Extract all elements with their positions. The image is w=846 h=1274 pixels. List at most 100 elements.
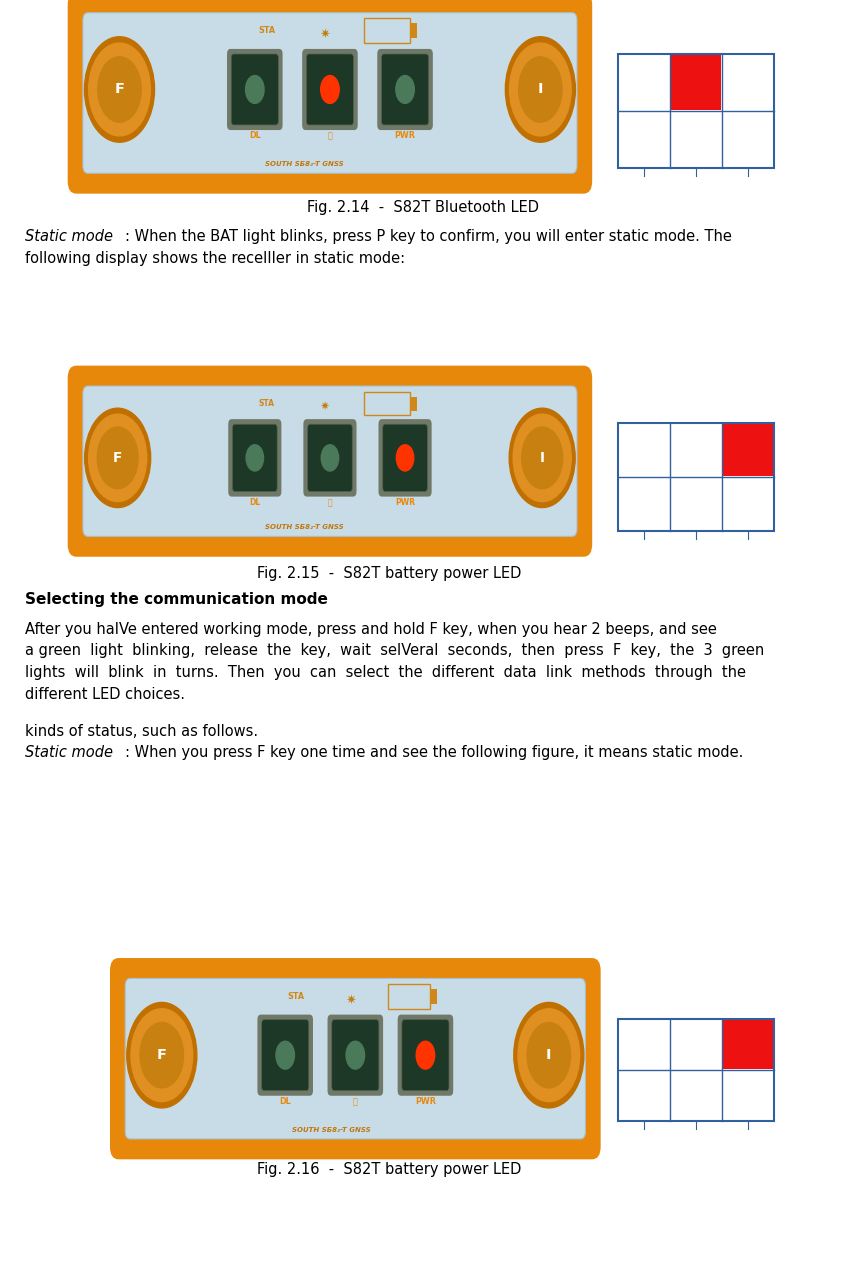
Text: STA: STA xyxy=(288,991,305,1001)
FancyBboxPatch shape xyxy=(382,424,427,492)
Text: STA: STA xyxy=(258,25,275,36)
Text: Fig. 2.14  -  S82T Bluetooth LED: Fig. 2.14 - S82T Bluetooth LED xyxy=(307,200,539,215)
FancyBboxPatch shape xyxy=(261,1019,309,1091)
Bar xyxy=(410,23,417,38)
Bar xyxy=(618,423,774,531)
Text: DL: DL xyxy=(249,131,261,140)
Text: After you haIVe entered working mode, press and hold F key, when you hear 2 beep: After you haIVe entered working mode, pr… xyxy=(25,622,717,637)
Bar xyxy=(722,424,773,476)
Text: different LED choices.: different LED choices. xyxy=(25,687,185,702)
Text: DL: DL xyxy=(279,1097,291,1106)
Circle shape xyxy=(85,37,155,143)
Text: PWR: PWR xyxy=(394,131,415,140)
Text: Ⓜ: Ⓜ xyxy=(327,131,332,140)
FancyBboxPatch shape xyxy=(398,1014,453,1096)
Circle shape xyxy=(509,43,571,136)
Bar xyxy=(365,18,410,43)
Circle shape xyxy=(505,37,575,143)
Circle shape xyxy=(346,1041,365,1069)
Text: PWR: PWR xyxy=(415,1097,436,1106)
Circle shape xyxy=(519,57,562,122)
Circle shape xyxy=(131,1009,193,1102)
Text: Selecting the communication mode: Selecting the communication mode xyxy=(25,592,328,608)
Text: : When the BAT light blinks, press P key to confirm, you will enter static mode.: : When the BAT light blinks, press P key… xyxy=(125,229,732,245)
Text: F: F xyxy=(157,1049,167,1063)
Circle shape xyxy=(416,1041,435,1069)
Circle shape xyxy=(98,57,141,122)
Text: PWR: PWR xyxy=(395,498,415,507)
FancyBboxPatch shape xyxy=(83,386,577,536)
FancyBboxPatch shape xyxy=(377,48,433,130)
Text: Static mode: Static mode xyxy=(25,745,113,761)
Circle shape xyxy=(397,445,414,471)
FancyBboxPatch shape xyxy=(231,54,278,125)
Bar xyxy=(618,54,774,168)
Text: I: I xyxy=(546,1049,552,1063)
Text: Fig. 2.16  -  S82T battery power LED: Fig. 2.16 - S82T battery power LED xyxy=(257,1162,521,1177)
Text: F: F xyxy=(113,451,123,465)
Text: Ⓜ: Ⓜ xyxy=(327,498,332,507)
Bar xyxy=(430,989,437,1004)
FancyBboxPatch shape xyxy=(110,958,601,1159)
FancyBboxPatch shape xyxy=(233,424,277,492)
Bar xyxy=(365,392,410,415)
Circle shape xyxy=(514,1003,584,1108)
FancyBboxPatch shape xyxy=(332,1019,379,1091)
FancyBboxPatch shape xyxy=(83,13,577,173)
FancyBboxPatch shape xyxy=(304,419,356,497)
Circle shape xyxy=(514,414,571,502)
FancyBboxPatch shape xyxy=(327,1014,383,1096)
FancyBboxPatch shape xyxy=(228,419,282,497)
Text: Fig. 2.15  -  S82T battery power LED: Fig. 2.15 - S82T battery power LED xyxy=(257,566,521,581)
Circle shape xyxy=(321,75,339,103)
Text: : When you press F key one time and see the following figure, it means static mo: : When you press F key one time and see … xyxy=(125,745,744,761)
Text: ✷: ✷ xyxy=(320,401,330,414)
Bar xyxy=(722,1020,773,1069)
Text: kinds of status, such as follows.: kinds of status, such as follows. xyxy=(25,724,259,739)
Text: DL: DL xyxy=(250,498,261,507)
FancyBboxPatch shape xyxy=(302,48,358,130)
Text: SOUTH SƂ8₂-T GNSS: SOUTH SƂ8₂-T GNSS xyxy=(266,525,343,530)
FancyBboxPatch shape xyxy=(68,366,592,557)
Bar xyxy=(387,984,430,1009)
Text: I: I xyxy=(537,83,543,97)
Circle shape xyxy=(276,1041,294,1069)
Circle shape xyxy=(85,408,151,507)
FancyBboxPatch shape xyxy=(227,48,283,130)
Text: ✷: ✷ xyxy=(320,28,330,41)
Bar xyxy=(671,55,721,110)
FancyBboxPatch shape xyxy=(308,424,352,492)
FancyBboxPatch shape xyxy=(382,54,429,125)
Circle shape xyxy=(518,1009,580,1102)
Text: SOUTH SƂ8₂-T GNSS: SOUTH SƂ8₂-T GNSS xyxy=(293,1127,371,1133)
FancyBboxPatch shape xyxy=(402,1019,449,1091)
Circle shape xyxy=(527,1023,570,1088)
Circle shape xyxy=(89,43,151,136)
FancyBboxPatch shape xyxy=(257,1014,313,1096)
Text: SOUTH SƂ8₂-T GNSS: SOUTH SƂ8₂-T GNSS xyxy=(266,162,343,167)
FancyBboxPatch shape xyxy=(68,0,592,194)
Text: Static mode: Static mode xyxy=(25,229,113,245)
Circle shape xyxy=(127,1003,197,1108)
Circle shape xyxy=(140,1023,184,1088)
Text: STA: STA xyxy=(259,399,274,409)
Bar xyxy=(618,423,774,531)
Circle shape xyxy=(321,445,338,471)
Text: a green  light  blinking,  release  the  key,  wait  seIVeral  seconds,  then  p: a green light blinking, release the key,… xyxy=(25,643,765,659)
Text: F: F xyxy=(114,83,124,97)
Text: lights  will  blink  in  turns.  Then  you  can  select  the  different  data  l: lights will blink in turns. Then you can… xyxy=(25,665,746,680)
Bar xyxy=(618,1019,774,1121)
Circle shape xyxy=(246,445,263,471)
Circle shape xyxy=(245,75,264,103)
Circle shape xyxy=(396,75,415,103)
Text: ✷: ✷ xyxy=(345,994,356,1006)
Bar xyxy=(410,397,417,410)
Bar xyxy=(618,54,774,168)
Text: following display shows the receIIIer in static mode:: following display shows the receIIIer in… xyxy=(25,251,405,266)
Circle shape xyxy=(97,427,138,489)
Text: I: I xyxy=(540,451,545,465)
Circle shape xyxy=(89,414,146,502)
Text: Ⓜ: Ⓜ xyxy=(353,1097,358,1106)
FancyBboxPatch shape xyxy=(125,978,585,1139)
FancyBboxPatch shape xyxy=(378,419,431,497)
